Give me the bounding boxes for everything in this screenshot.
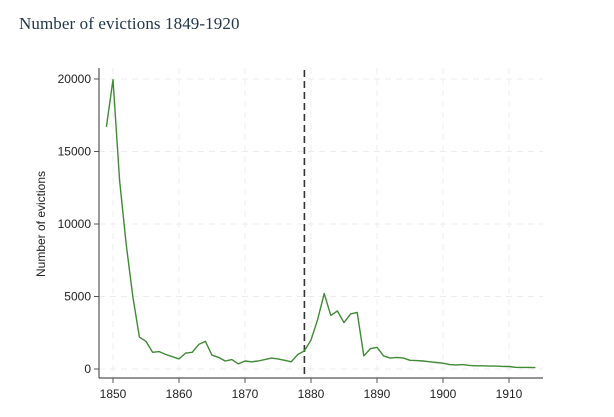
tick-labels: 0 5000 10000 15000 20000 1850 1860 1870 1880 1890…	[58, 72, 523, 401]
evictions-line	[105, 78, 536, 369]
data-series	[105, 78, 536, 369]
axes	[94, 68, 543, 383]
y-tick-label: 10000	[58, 217, 92, 231]
y-tick-label: 20000	[58, 72, 92, 86]
y-axis-label: Number of evictions	[34, 171, 48, 277]
chart-title: Number of evictions 1849-1920	[19, 14, 240, 33]
y-tick-label: 5000	[64, 290, 91, 304]
x-tick-label: 1910	[496, 387, 523, 401]
y-tick-label: 15000	[58, 145, 92, 159]
gridlines	[99, 68, 543, 378]
x-tick-label: 1880	[298, 387, 325, 401]
x-tick-label: 1870	[232, 387, 259, 401]
x-tick-label: 1850	[100, 387, 127, 401]
x-tick-label: 1890	[364, 387, 391, 401]
y-tick-label: 0	[84, 362, 91, 376]
x-tick-label: 1860	[166, 387, 193, 401]
x-tick-label: 1900	[430, 387, 457, 401]
